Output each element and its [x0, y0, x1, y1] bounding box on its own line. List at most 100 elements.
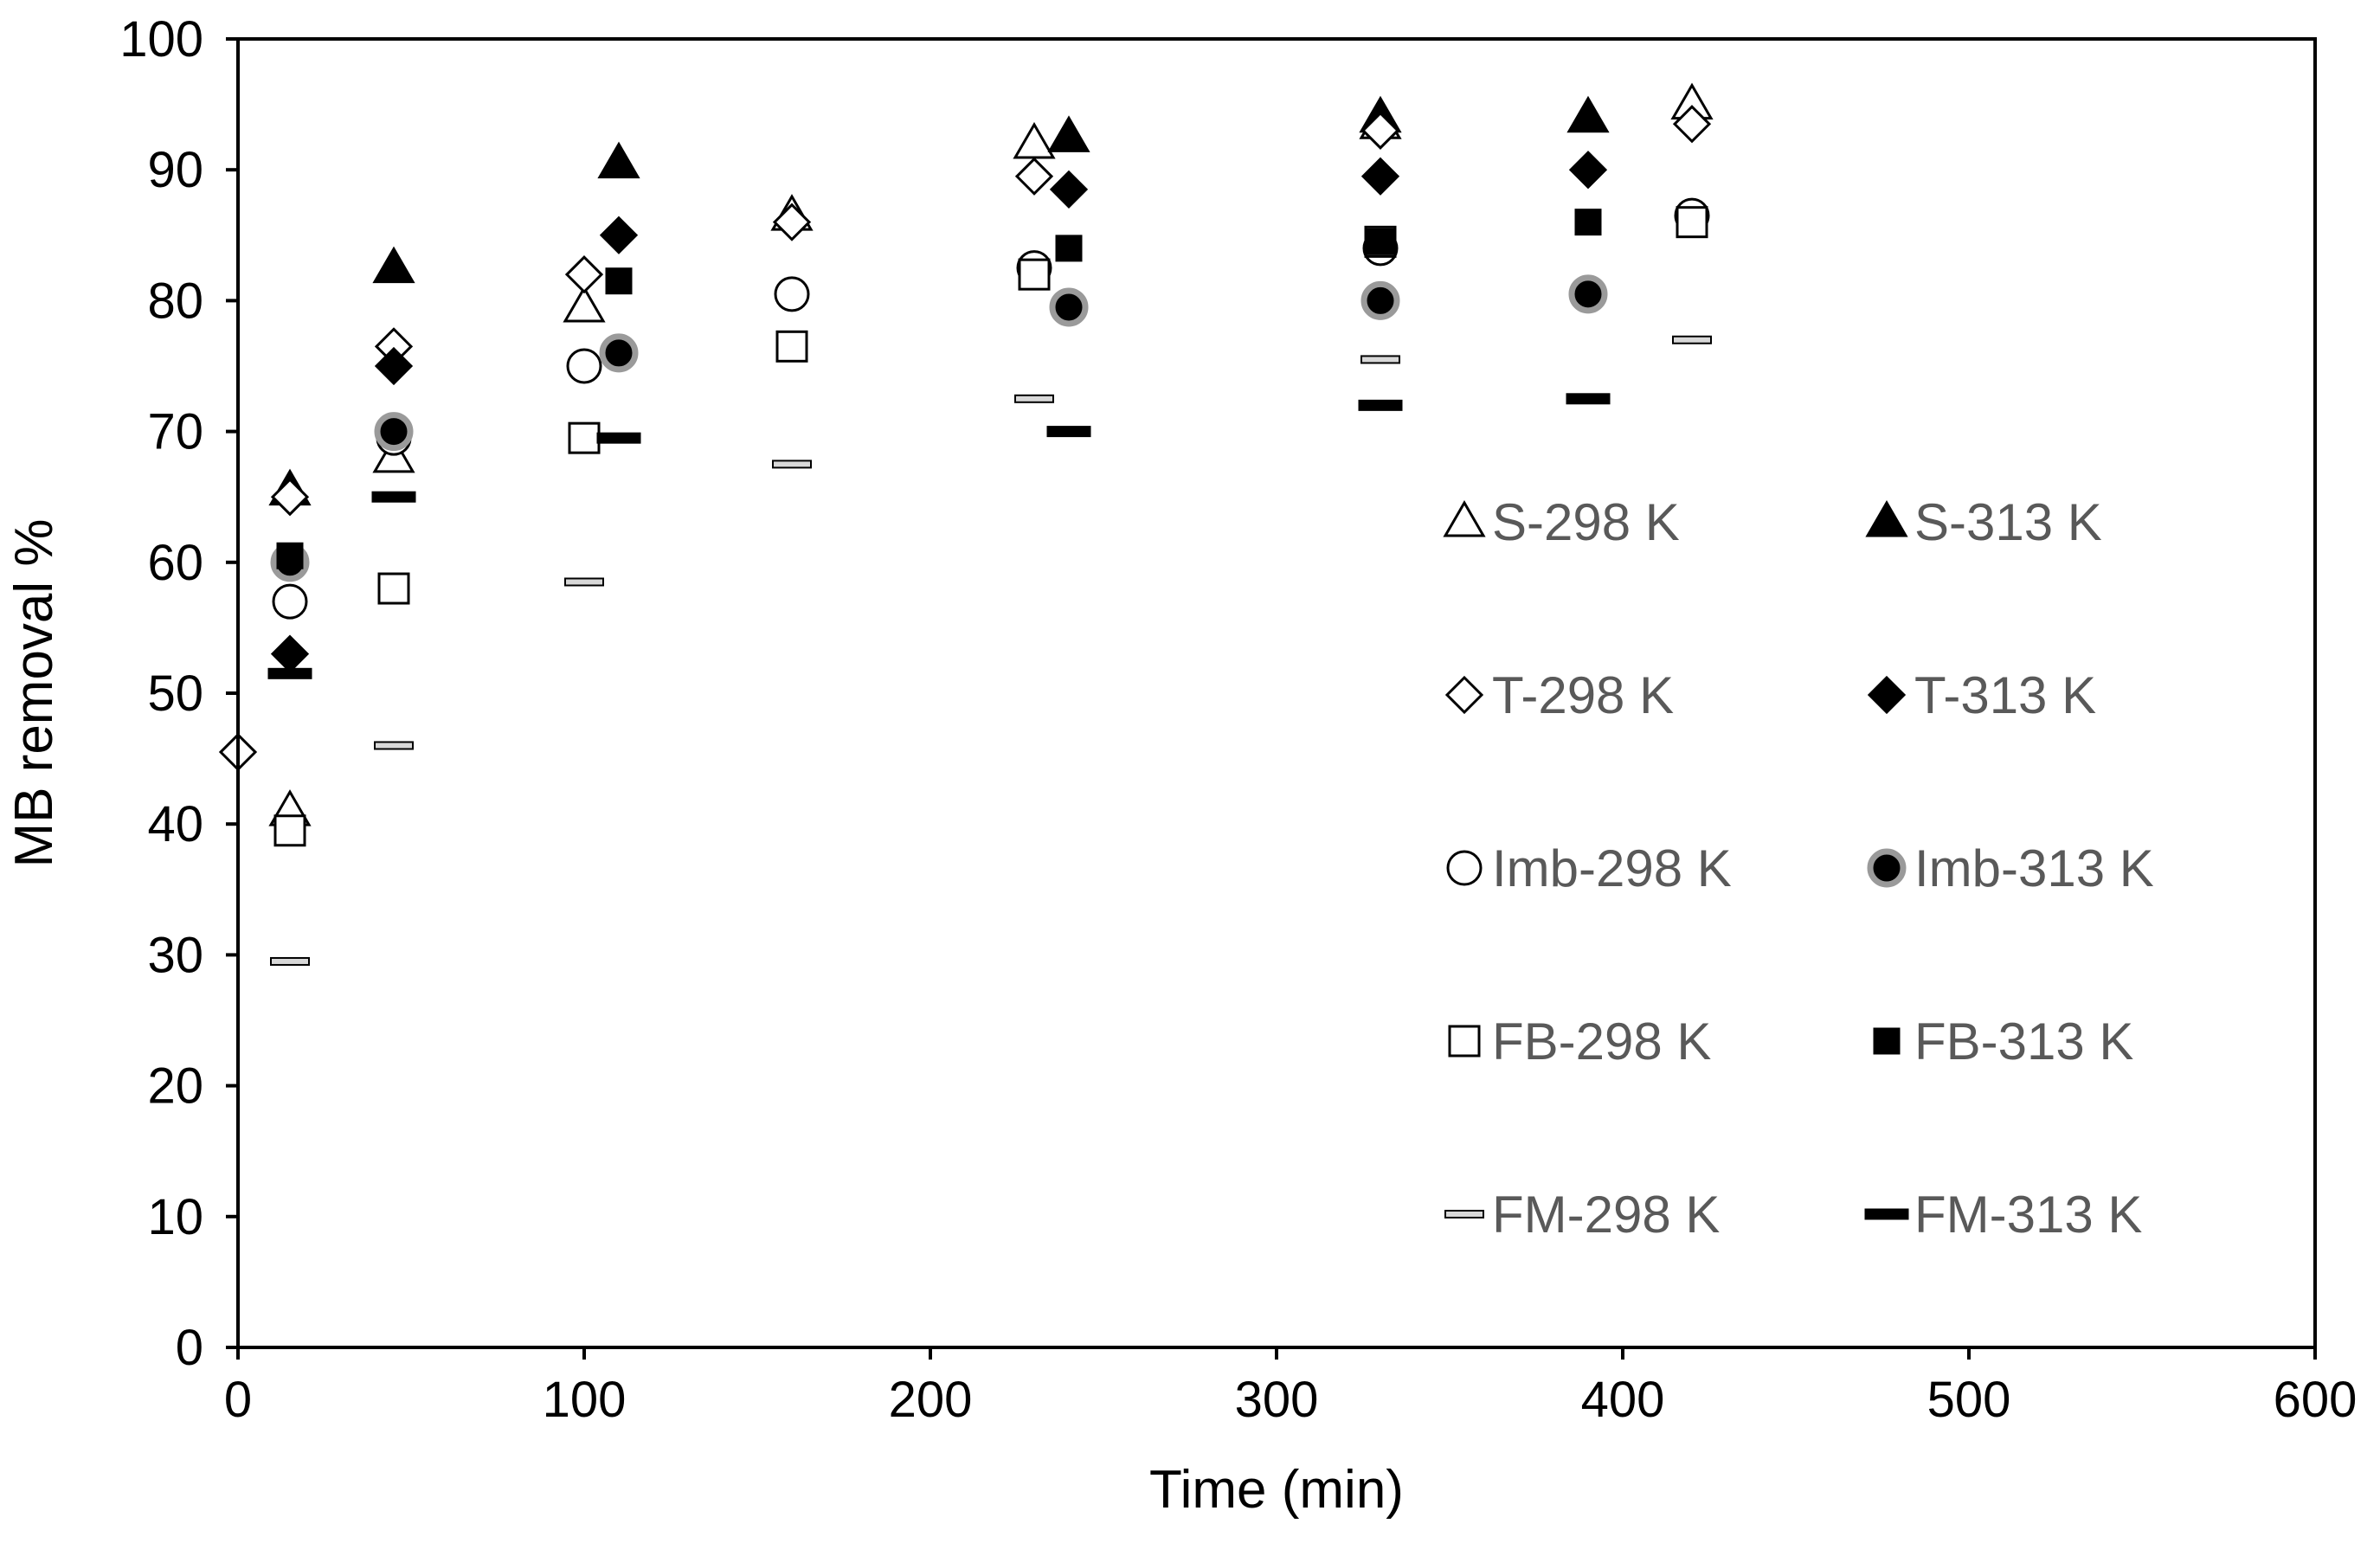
data-point: [270, 956, 310, 966]
data-point: [599, 215, 639, 254]
legend-label: Imb-298 K: [1492, 839, 1732, 897]
y-tick-label: 60: [147, 535, 203, 591]
data-point: [1566, 393, 1611, 405]
legend-marker: [1444, 675, 1484, 715]
x-axis-title: Time (min): [1149, 1460, 1404, 1520]
data-point: [1358, 399, 1403, 411]
legend-label: S-298 K: [1492, 493, 1680, 551]
data-point: [371, 491, 416, 503]
legend-entry: FB-313 K: [1873, 1013, 2133, 1070]
data-point: [1018, 258, 1051, 291]
y-tick-label: 70: [147, 404, 203, 460]
data-point: [372, 246, 415, 284]
y-tick-label: 80: [147, 273, 203, 329]
data-point: [597, 141, 640, 179]
y-tick-label: 90: [147, 142, 203, 198]
data-point: [276, 542, 304, 569]
data-point: [772, 460, 812, 469]
y-tick-label: 50: [147, 665, 203, 722]
y-tick-label: 0: [176, 1320, 203, 1376]
data-point: [1360, 280, 1400, 320]
legend-marker: [1867, 848, 1907, 888]
data-point: [1014, 157, 1054, 196]
data-point: [273, 814, 306, 847]
legend-marker: [1443, 500, 1486, 537]
data-point: [374, 412, 414, 452]
data-point: [1046, 426, 1091, 438]
data-point: [599, 333, 639, 373]
data-point: [1049, 287, 1089, 327]
legend-entry: Imb-313 K: [1867, 839, 2154, 897]
data-point: [377, 572, 410, 605]
data-point: [270, 478, 310, 517]
data-point: [564, 577, 604, 587]
data-point: [272, 583, 308, 620]
legend-marker: [1444, 1210, 1484, 1218]
data-point: [1014, 394, 1054, 403]
y-tick-label: 30: [147, 927, 203, 983]
data-point: [564, 255, 604, 294]
legend-marker: [1448, 1025, 1481, 1058]
legend-entry: Imb-298 K: [1446, 839, 1732, 897]
x-tick-label: 300: [1235, 1372, 1319, 1428]
data-point: [774, 276, 810, 312]
y-tick-label: 40: [147, 796, 203, 852]
data-point: [1360, 111, 1400, 150]
legend-entry: FB-298 K: [1448, 1013, 1711, 1070]
data-point: [1566, 95, 1610, 133]
x-tick-label: 0: [224, 1372, 252, 1428]
y-tick-label: 10: [147, 1189, 203, 1245]
y-axis: 0 10 20 30 40 50 60 70 80 90 100: [119, 11, 238, 1376]
x-tick-label: 500: [1927, 1372, 2011, 1428]
legend-label: T-298 K: [1492, 666, 1674, 724]
series-fm-298-k: [270, 335, 1712, 966]
data-point: [605, 267, 633, 295]
legend-entry: S-313 K: [1865, 493, 2102, 551]
legend-entry: T-298 K: [1444, 666, 1674, 724]
legend-label: FM-313 K: [1914, 1186, 2142, 1244]
legend-marker: [1865, 500, 1908, 537]
data-point: [1367, 228, 1394, 255]
data-point: [1360, 355, 1400, 364]
data-point: [1676, 206, 1708, 239]
y-tick-label: 20: [147, 1058, 203, 1115]
legend-marker: [1446, 850, 1483, 886]
plot-markers: [218, 82, 1714, 966]
legend-label: FB-298 K: [1492, 1013, 1711, 1070]
legend-entry: S-298 K: [1443, 493, 1680, 551]
x-tick-label: 100: [543, 1372, 627, 1428]
x-tick-label: 600: [2274, 1372, 2357, 1428]
legend: S-298 K S-313 K T-298 K T-313 K Imb-298 K Imb…: [1443, 493, 2154, 1244]
legend-marker: [1873, 1027, 1901, 1055]
y-tick-label: 100: [119, 11, 203, 68]
data-point: [1568, 151, 1608, 190]
x-axis: 0 100 200 300 400 500 600: [224, 1347, 2357, 1428]
data-point: [1568, 274, 1608, 314]
data-point: [374, 741, 414, 750]
data-point: [267, 667, 312, 679]
legend-label: FB-313 K: [1914, 1013, 2133, 1070]
legend-marker: [1867, 675, 1907, 715]
data-point: [775, 330, 808, 363]
data-point: [1360, 157, 1400, 196]
series-fb-313-k: [276, 209, 1602, 569]
legend-entry: T-313 K: [1867, 666, 2096, 724]
y-axis-title: MB removal %: [4, 518, 64, 867]
data-point: [772, 203, 812, 241]
legend-label: S-313 K: [1914, 493, 2102, 551]
legend-marker: [1864, 1208, 1909, 1220]
legend-label: T-313 K: [1914, 666, 2096, 724]
data-point: [596, 432, 641, 444]
series-fm-313-k: [267, 393, 1611, 679]
legend-label: FM-298 K: [1492, 1186, 1720, 1244]
legend-entry: FM-313 K: [1864, 1186, 2142, 1244]
data-point: [1049, 170, 1089, 209]
legend-entry: FM-298 K: [1444, 1186, 1720, 1244]
data-point: [563, 285, 606, 323]
data-point: [1672, 335, 1712, 344]
x-tick-label: 200: [889, 1372, 973, 1428]
data-point: [1047, 115, 1090, 152]
data-point: [568, 421, 601, 454]
data-point: [1055, 235, 1083, 262]
